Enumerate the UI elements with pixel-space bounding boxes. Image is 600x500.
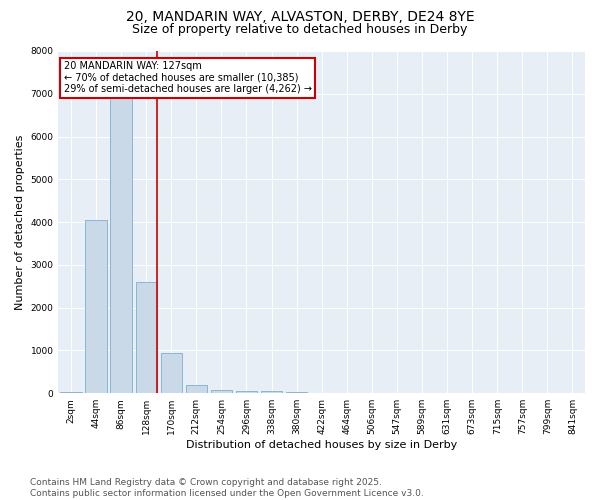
Text: Contains HM Land Registry data © Crown copyright and database right 2025.
Contai: Contains HM Land Registry data © Crown c… [30,478,424,498]
Bar [110,79,132,393]
Bar [136,282,157,393]
Bar [286,392,307,393]
Text: 20, MANDARIN WAY, ALVASTON, DERBY, DE24 8YE: 20, MANDARIN WAY, ALVASTON, DERBY, DE24 … [125,10,475,24]
Bar [261,392,282,393]
Bar [60,392,82,393]
Text: 20 MANDARIN WAY: 127sqm
← 70% of detached houses are smaller (10,385)
29% of sem: 20 MANDARIN WAY: 127sqm ← 70% of detache… [64,62,311,94]
Bar [185,384,207,393]
Text: Size of property relative to detached houses in Derby: Size of property relative to detached ho… [133,22,467,36]
Bar [211,390,232,393]
Y-axis label: Number of detached properties: Number of detached properties [15,134,25,310]
Bar [161,352,182,393]
X-axis label: Distribution of detached houses by size in Derby: Distribution of detached houses by size … [186,440,457,450]
Bar [236,390,257,393]
Bar [85,220,107,393]
